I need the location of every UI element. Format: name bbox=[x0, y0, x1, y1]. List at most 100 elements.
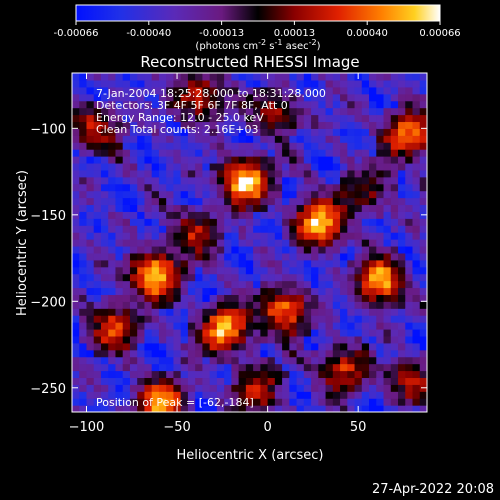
heatmap-cell bbox=[231, 349, 240, 358]
heatmap-cell bbox=[318, 342, 327, 351]
heatmap-cell bbox=[340, 232, 348, 240]
heatmap-cell bbox=[187, 190, 196, 199]
heatmap-cell bbox=[93, 391, 102, 399]
annotation-line-3: Energy Range: 12.0 - 25.0 keV bbox=[96, 111, 264, 124]
heatmap-cell bbox=[224, 259, 232, 268]
heatmap-cell bbox=[303, 204, 312, 212]
heatmap-cell bbox=[202, 384, 211, 392]
heatmap-cell bbox=[354, 301, 363, 309]
heatmap-cell bbox=[151, 280, 160, 289]
heatmap-cell bbox=[180, 121, 189, 129]
heatmap-cell bbox=[347, 121, 356, 129]
heatmap-cell bbox=[412, 121, 421, 129]
heatmap-cell bbox=[115, 121, 124, 129]
heatmap-cell bbox=[296, 342, 305, 351]
heatmap-cell bbox=[195, 93, 204, 102]
heatmap-cell bbox=[151, 328, 160, 337]
heatmap-cell bbox=[325, 79, 334, 88]
heatmap-cell bbox=[405, 79, 414, 88]
heatmap-cell bbox=[180, 342, 189, 351]
heatmap-cell bbox=[173, 335, 182, 344]
colorbar: -0.00066 -0.00040 -0.00013 0.00013 0.00040 0.… bbox=[54, 4, 461, 52]
heatmap-cell bbox=[158, 398, 167, 406]
heatmap-cell bbox=[115, 128, 124, 136]
heatmap-cell bbox=[260, 322, 269, 330]
heatmap-cell bbox=[347, 377, 356, 385]
heatmap-cell bbox=[340, 308, 348, 316]
heatmap-cell bbox=[405, 86, 414, 95]
heatmap-cell bbox=[318, 107, 327, 116]
heatmap-cell bbox=[253, 335, 261, 344]
heatmap-cell bbox=[245, 79, 254, 88]
heatmap-cell bbox=[187, 232, 196, 240]
heatmap-cell bbox=[151, 114, 160, 123]
heatmap-cell bbox=[340, 142, 348, 150]
heatmap-cell bbox=[144, 245, 153, 254]
heatmap-cell bbox=[100, 308, 109, 316]
heatmap-cell bbox=[282, 156, 290, 164]
heatmap-cell bbox=[86, 391, 95, 399]
heatmap-cell bbox=[202, 308, 211, 316]
heatmap-cell bbox=[180, 266, 189, 275]
heatmap-cell bbox=[412, 391, 421, 399]
heatmap-cell bbox=[347, 211, 356, 219]
heatmap-cell bbox=[340, 391, 348, 399]
heatmap-cell bbox=[180, 232, 189, 240]
heatmap-cell bbox=[122, 149, 131, 157]
heatmap-cell bbox=[325, 308, 334, 316]
heatmap-cell bbox=[224, 266, 232, 275]
heatmap-cell bbox=[187, 135, 196, 143]
heatmap-cell bbox=[224, 128, 232, 136]
heatmap-cell bbox=[253, 370, 261, 379]
heatmap-cell bbox=[354, 266, 363, 275]
heatmap-cell bbox=[412, 363, 421, 372]
heatmap-cell bbox=[100, 363, 109, 372]
heatmap-cell bbox=[383, 287, 392, 295]
heatmap-cell bbox=[209, 73, 218, 81]
heatmap-cell bbox=[202, 266, 211, 275]
heatmap-cell bbox=[180, 287, 189, 295]
heatmap-cell bbox=[354, 107, 363, 116]
heatmap-cell bbox=[340, 301, 348, 309]
heatmap-cell bbox=[129, 259, 138, 268]
heatmap-cell bbox=[340, 322, 348, 330]
heatmap-cell bbox=[405, 176, 414, 185]
heatmap-cell bbox=[216, 204, 225, 212]
heatmap-cell bbox=[166, 86, 175, 95]
heatmap-cell bbox=[419, 363, 427, 372]
heatmap-cell bbox=[93, 342, 102, 351]
heatmap-cell bbox=[129, 232, 138, 240]
heatmap-cell bbox=[282, 225, 290, 233]
heatmap-cell bbox=[303, 225, 312, 233]
heatmap-cell bbox=[137, 287, 146, 295]
heatmap-cell bbox=[361, 142, 370, 150]
heatmap-cell bbox=[202, 398, 211, 406]
heatmap-cell bbox=[376, 197, 385, 206]
heatmap-cell bbox=[122, 294, 131, 302]
heatmap-cell bbox=[202, 391, 211, 399]
heatmap-cell bbox=[354, 156, 363, 164]
heatmap-cell bbox=[238, 142, 247, 150]
heatmap-cell bbox=[173, 266, 182, 275]
heatmap-cell bbox=[209, 162, 218, 171]
heatmap-cell bbox=[115, 328, 124, 337]
heatmap-cell bbox=[100, 328, 109, 337]
heatmap-cell bbox=[72, 315, 80, 323]
heatmap-cell bbox=[209, 190, 218, 199]
heatmap-cell bbox=[238, 232, 247, 240]
heatmap-cell bbox=[405, 287, 414, 295]
heatmap-cell bbox=[137, 342, 146, 351]
heatmap-cell bbox=[86, 356, 95, 365]
heatmap-cell bbox=[108, 239, 117, 247]
heatmap-cell bbox=[369, 211, 377, 219]
heatmap-cell bbox=[282, 73, 290, 81]
heatmap-cell bbox=[303, 273, 312, 282]
heatmap-cell bbox=[224, 86, 232, 95]
heatmap-cell bbox=[296, 356, 305, 365]
heatmap-cell bbox=[267, 349, 276, 358]
heatmap-cell bbox=[72, 245, 80, 254]
heatmap-cell bbox=[282, 232, 290, 240]
heatmap-cell bbox=[332, 73, 341, 81]
heatmap-cell bbox=[282, 391, 290, 399]
heatmap-cell bbox=[332, 252, 341, 261]
